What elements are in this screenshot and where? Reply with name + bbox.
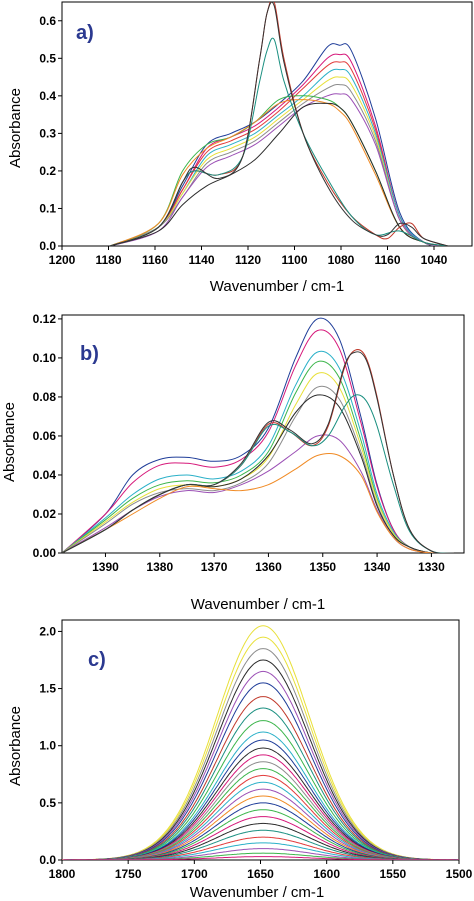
panel-a-x-tick-label: 1140 bbox=[188, 253, 214, 267]
panel-b-x-tick-label: 1390 bbox=[92, 560, 119, 574]
panel-a: a) Wavenumber / cm-1 Absorbance 1200 1180… bbox=[7, 1, 473, 295]
panel-a-y-tick-label: 0.5 bbox=[39, 51, 56, 65]
panel-b-series-line bbox=[62, 372, 454, 553]
panel-a-plot-frame bbox=[61, 1, 473, 247]
panel-a-series-line bbox=[110, 43, 448, 246]
panel-a-x-tick-label: 1040 bbox=[421, 253, 448, 267]
panel-c: c) Wavenumber / cm-1 Absorbance 1800 1750… bbox=[7, 619, 473, 901]
panel-a-y-tick-label: 0.1 bbox=[39, 201, 56, 215]
panel-a-x-tick-label: 1160 bbox=[374, 253, 400, 267]
panel-c-y-tick-label: 1.5 bbox=[39, 682, 56, 696]
panel-c-y-axis-label: Absorbance bbox=[7, 706, 24, 786]
panel-b: b) Wavenumber / cm-1 Absorbance 1390 1380… bbox=[1, 312, 465, 613]
panel-a-x-tick-label: 1080 bbox=[328, 253, 355, 267]
panel-b-x-tick-label: 1370 bbox=[201, 560, 228, 574]
panel-a-series-line bbox=[110, 37, 448, 246]
panel-b-y-tick-label: 0.08 bbox=[33, 390, 57, 404]
panel-b-x-tick-label: 1330 bbox=[418, 560, 445, 574]
panel-b-x-tick-label: 1360 bbox=[255, 560, 282, 574]
panel-a-series-line bbox=[110, 102, 448, 246]
panel-c-y-tick-label: 1.0 bbox=[39, 739, 56, 753]
panel-b-y-tick-label: 0.06 bbox=[33, 429, 57, 443]
panel-c-series-line bbox=[62, 802, 459, 860]
panel-c-series-line bbox=[62, 774, 459, 860]
panel-b-series-line bbox=[62, 360, 454, 553]
panel-a-x-tick-label: 1180 bbox=[95, 253, 121, 267]
panel-a-x-tick-label: 1200 bbox=[49, 253, 76, 267]
panel-b-y-tick-label: 0.02 bbox=[33, 507, 57, 521]
panel-a-y-axis-label: Absorbance bbox=[7, 88, 24, 168]
panel-b-y-tick-label: 0.12 bbox=[33, 312, 57, 326]
panel-c-series-line bbox=[62, 720, 459, 860]
panel-a-series-line bbox=[110, 68, 448, 246]
panel-a-label: a) bbox=[76, 22, 94, 44]
panel-a-y-tick-label: 0.0 bbox=[39, 239, 56, 253]
panel-a-x-tick-label: 1160 bbox=[142, 253, 168, 267]
panel-c-x-tick-label: 1600 bbox=[313, 867, 340, 881]
panel-c-series-line bbox=[62, 809, 459, 860]
panel-a-y-tick-label: 0.3 bbox=[39, 126, 56, 140]
panel-c-x-axis-label: Wavenumber / cm-1 bbox=[190, 884, 324, 901]
panel-c-series-line bbox=[62, 795, 459, 860]
panel-c-series-line bbox=[62, 682, 459, 860]
panel-b-series-line bbox=[62, 351, 454, 553]
panel-c-x-tick-label: 1700 bbox=[181, 867, 208, 881]
panel-b-plot-frame bbox=[61, 314, 465, 554]
panel-a-y-tick-label: 0.4 bbox=[39, 89, 56, 103]
panel-c-series-line bbox=[62, 788, 459, 860]
panel-b-series-line bbox=[62, 385, 454, 553]
panel-c-series-line bbox=[62, 822, 459, 860]
panel-c-series-line bbox=[62, 754, 459, 860]
panel-a-series-line bbox=[110, 61, 448, 246]
panel-b-x-axis-label: Wavenumber / cm-1 bbox=[191, 596, 325, 613]
panel-a-y-tick-label: 0.2 bbox=[39, 164, 56, 178]
panel-c-x-tick-label: 1500 bbox=[446, 867, 473, 881]
panel-b-y-axis-label: Absorbance bbox=[1, 402, 18, 482]
panel-a-series-line bbox=[110, 53, 448, 246]
panel-c-y-tick-label: 2.0 bbox=[39, 624, 56, 638]
panel-c-series-line bbox=[62, 670, 459, 860]
panel-a-series-line bbox=[110, 2, 449, 246]
panel-c-y-tick-label: 0.5 bbox=[39, 796, 56, 810]
panel-c-label: c) bbox=[88, 649, 106, 671]
panel-c-series-line bbox=[62, 856, 459, 860]
panel-b-y-tick-label: 0.10 bbox=[33, 351, 57, 365]
panel-b-series-line bbox=[62, 349, 454, 553]
panel-a-x-axis-label: Wavenumber / cm-1 bbox=[210, 278, 344, 295]
panel-b-y-tick-label: 0.00 bbox=[33, 546, 57, 560]
panel-c-x-tick-label: 1750 bbox=[115, 867, 142, 881]
panel-b-series-line bbox=[62, 329, 454, 553]
panel-c-series-line bbox=[62, 739, 459, 860]
panel-b-x-tick-label: 1340 bbox=[364, 560, 391, 574]
panel-c-y-tick-label: 0.0 bbox=[39, 853, 56, 867]
panel-c-x-tick-label: 1650 bbox=[247, 867, 274, 881]
panel-c-series-line bbox=[62, 761, 459, 860]
panel-b-x-tick-label: 1380 bbox=[146, 560, 173, 574]
panel-b-series-line bbox=[62, 350, 454, 553]
panel-a-y-tick-label: 0.6 bbox=[39, 14, 56, 28]
panel-a-series-line bbox=[110, 83, 448, 246]
panel-c-x-tick-label: 1800 bbox=[49, 867, 76, 881]
panel-c-x-tick-label: 1550 bbox=[379, 867, 406, 881]
panel-b-y-tick-label: 0.04 bbox=[33, 468, 57, 482]
panel-a-x-tick-label: 1120 bbox=[235, 253, 261, 267]
panel-a-x-tick-label: 1100 bbox=[281, 253, 307, 267]
panel-b-x-tick-label: 1350 bbox=[309, 560, 336, 574]
panel-c-series-line bbox=[62, 625, 459, 860]
panel-c-series-line bbox=[62, 648, 459, 860]
panel-b-label: b) bbox=[80, 343, 99, 365]
panel-b-series-line bbox=[62, 452, 454, 553]
